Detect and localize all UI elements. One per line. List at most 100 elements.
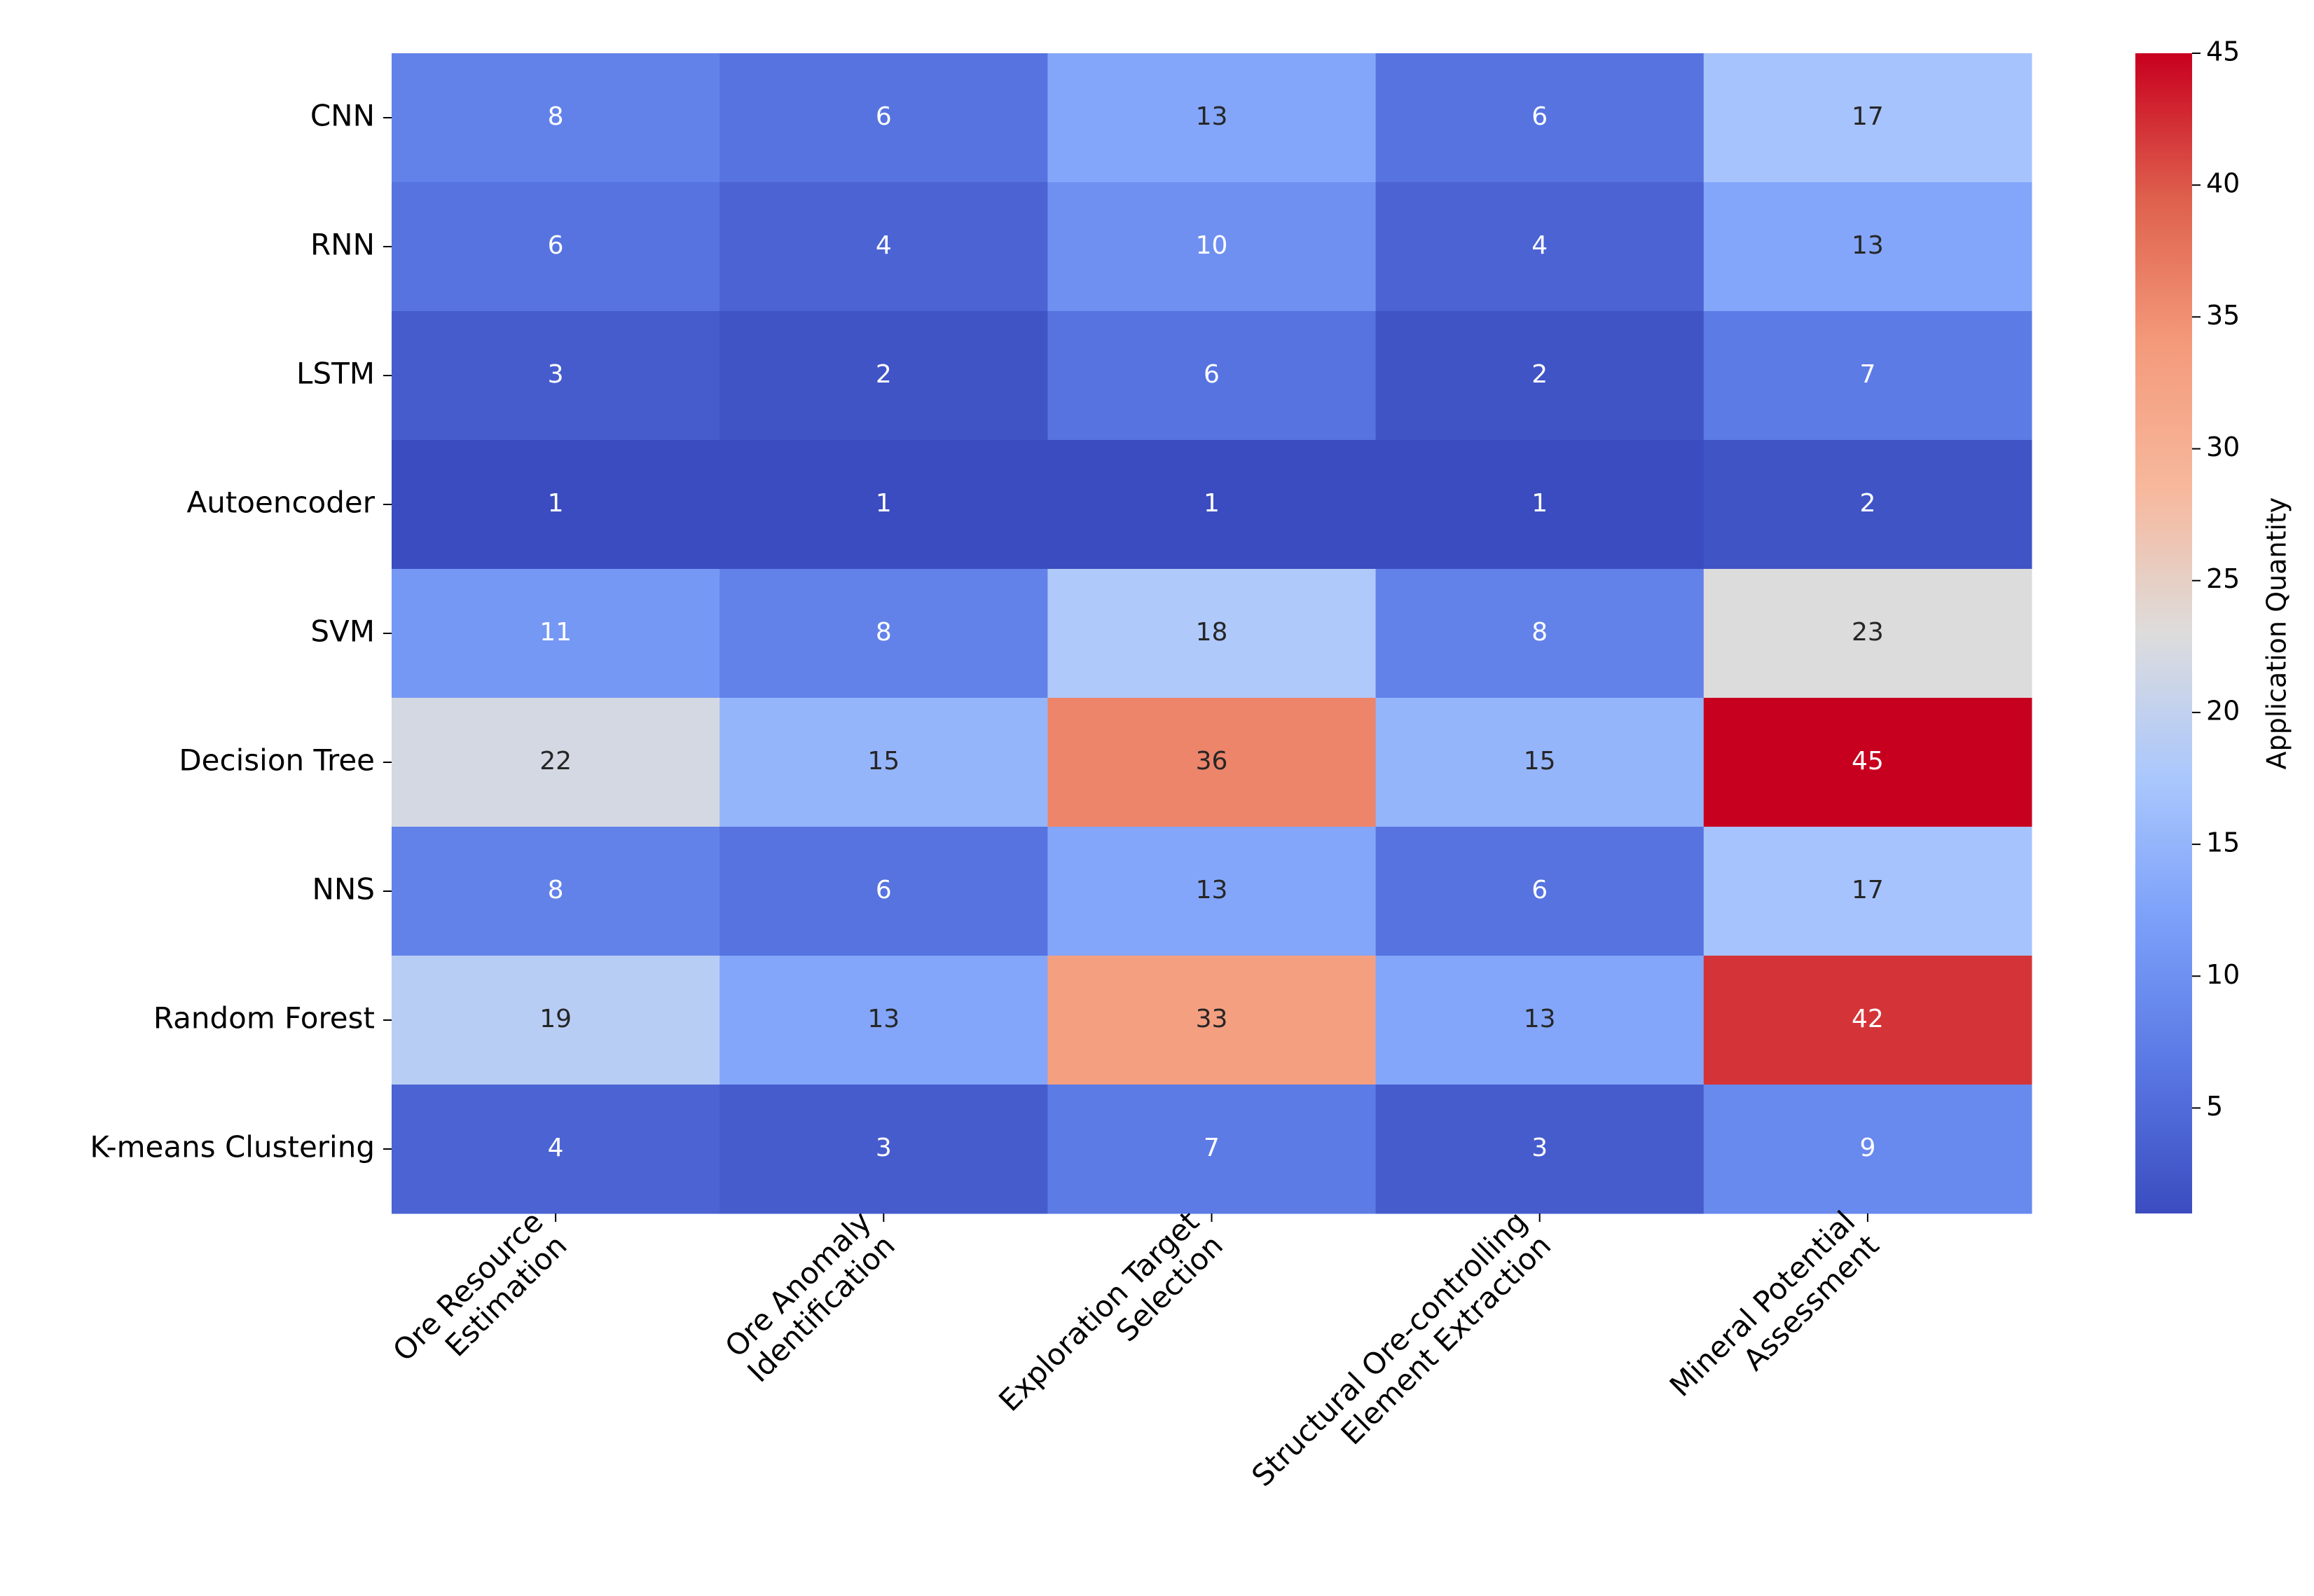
heatmap-cell xyxy=(1703,440,2032,570)
heatmap-cell xyxy=(1375,182,1704,312)
heatmap-cell xyxy=(1375,698,1704,827)
heatmap-cell xyxy=(392,311,720,441)
y-tick-label: CNN xyxy=(310,99,375,133)
colorbar-tick-label: 25 xyxy=(2206,563,2240,594)
cell-label: 17 xyxy=(1852,876,1884,904)
colorbar-tick-label: 10 xyxy=(2206,959,2240,990)
x-tick-label: Ore AnomalyIdentification xyxy=(717,1204,901,1389)
cell-label: 18 xyxy=(1196,618,1228,647)
x-tick-label: Structural Ore-controllingElement Extrac… xyxy=(1245,1204,1557,1517)
heatmap-cell xyxy=(1703,53,2032,183)
heatmap-cell xyxy=(1375,569,1704,699)
colorbar-tick-label: 15 xyxy=(2206,827,2240,858)
cell-label: 13 xyxy=(1196,876,1228,904)
cell-label: 13 xyxy=(1524,1005,1556,1033)
cell-label: 8 xyxy=(548,102,564,131)
heatmap-cell xyxy=(392,1085,720,1214)
cell-label: 6 xyxy=(876,102,892,131)
y-tick-label: K-means Clustering xyxy=(90,1130,375,1164)
heatmap-cell xyxy=(1375,956,1704,1085)
heatmap-cell xyxy=(1703,311,2032,441)
heatmap-cell xyxy=(1703,182,2032,312)
heatmap-cell xyxy=(719,698,1048,827)
colorbar-tick-label: 45 xyxy=(2206,36,2240,67)
cell-label: 17 xyxy=(1852,102,1884,131)
cell-label: 3 xyxy=(1531,1134,1548,1162)
cell-label: 36 xyxy=(1196,747,1228,776)
heatmap-cell xyxy=(719,956,1048,1085)
cell-label: 45 xyxy=(1852,747,1884,776)
heatmap-cell xyxy=(1047,698,1377,827)
heatmap-cell xyxy=(1375,440,1704,570)
colorbar xyxy=(2135,53,2192,1213)
cell-label: 19 xyxy=(539,1005,572,1033)
cell-label: 4 xyxy=(548,1134,564,1162)
cell-label: 33 xyxy=(1196,1005,1228,1033)
cell-label: 8 xyxy=(876,618,892,647)
heatmap-cell xyxy=(1047,182,1377,312)
heatmap-cell xyxy=(1047,827,1377,956)
cell-label: 1 xyxy=(548,489,564,518)
colorbar-tick-label: 30 xyxy=(2206,432,2240,462)
heatmap-cell xyxy=(719,569,1048,699)
x-tick-label: Ore ResourceEstimation xyxy=(386,1204,573,1391)
heatmap-cell xyxy=(1047,956,1377,1085)
heatmap-cell xyxy=(1047,1085,1377,1214)
cell-label: 1 xyxy=(1204,489,1220,518)
heatmap-cell xyxy=(1375,311,1704,441)
colorbar-label: Application Quantity xyxy=(2261,497,2292,770)
heatmap-cell xyxy=(1047,569,1377,699)
cell-label: 2 xyxy=(1859,489,1875,518)
heatmap-cell xyxy=(1375,1085,1704,1214)
cell-label: 4 xyxy=(876,231,892,260)
cell-label: 7 xyxy=(1859,360,1875,389)
cell-label: 3 xyxy=(548,360,564,389)
y-tick-label: RNN xyxy=(310,228,375,262)
heatmap-cell xyxy=(719,1085,1048,1214)
cell-label: 6 xyxy=(548,231,564,260)
heatmap-cell xyxy=(392,827,720,956)
cell-label: 10 xyxy=(1196,231,1228,260)
heatmap-cell xyxy=(719,440,1048,570)
heatmap-cell xyxy=(1047,440,1377,570)
cell-label: 2 xyxy=(876,360,892,389)
cell-label: 1 xyxy=(1531,489,1548,518)
y-tick-label: NNS xyxy=(312,872,376,907)
heatmap-cell xyxy=(719,311,1048,441)
heatmap-cell xyxy=(392,698,720,827)
x-tick-label-line: Exploration Target xyxy=(992,1204,1206,1418)
cell-label: 1 xyxy=(876,489,892,518)
y-tick-label: SVM xyxy=(310,614,375,649)
y-tick-label: Autoencoder xyxy=(186,486,375,520)
heatmap-cell xyxy=(1703,956,2032,1085)
heatmap-cell xyxy=(1047,311,1377,441)
cell-label: 13 xyxy=(867,1005,900,1033)
heatmap-cell xyxy=(392,182,720,312)
cell-label: 6 xyxy=(1531,102,1548,131)
x-tick-label-line: Element Extraction xyxy=(1334,1228,1557,1452)
cell-label: 15 xyxy=(1524,747,1556,776)
y-tick-label: LSTM xyxy=(296,357,375,391)
x-tick-label-line: Structural Ore-controlling xyxy=(1245,1204,1534,1493)
cell-label: 8 xyxy=(548,876,564,904)
cell-label: 4 xyxy=(1531,231,1548,260)
colorbar-tick-label: 20 xyxy=(2206,695,2240,726)
heatmap-cell xyxy=(1375,827,1704,956)
cell-label: 9 xyxy=(1859,1134,1875,1162)
heatmap-cell xyxy=(1703,569,2032,699)
colorbar-tick-label: 5 xyxy=(2206,1091,2223,1122)
heatmap-cell xyxy=(392,53,720,183)
cell-label: 8 xyxy=(1531,618,1548,647)
heatmap-cell xyxy=(392,440,720,570)
cell-label: 3 xyxy=(876,1134,892,1162)
heatmap-cell xyxy=(719,182,1048,312)
cell-label: 11 xyxy=(539,618,572,647)
cell-label: 13 xyxy=(1196,102,1228,131)
heatmap-cell xyxy=(392,569,720,699)
heatmap-cell xyxy=(1047,53,1377,183)
cell-label: 42 xyxy=(1852,1005,1884,1033)
colorbar-tick-label: 35 xyxy=(2206,300,2240,331)
cell-label: 15 xyxy=(867,747,900,776)
cell-label: 22 xyxy=(539,747,572,776)
